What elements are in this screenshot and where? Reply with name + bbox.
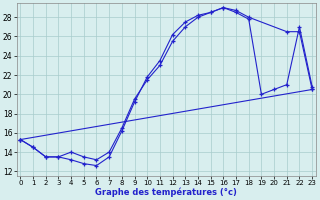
X-axis label: Graphe des températures (°c): Graphe des températures (°c) (95, 188, 237, 197)
